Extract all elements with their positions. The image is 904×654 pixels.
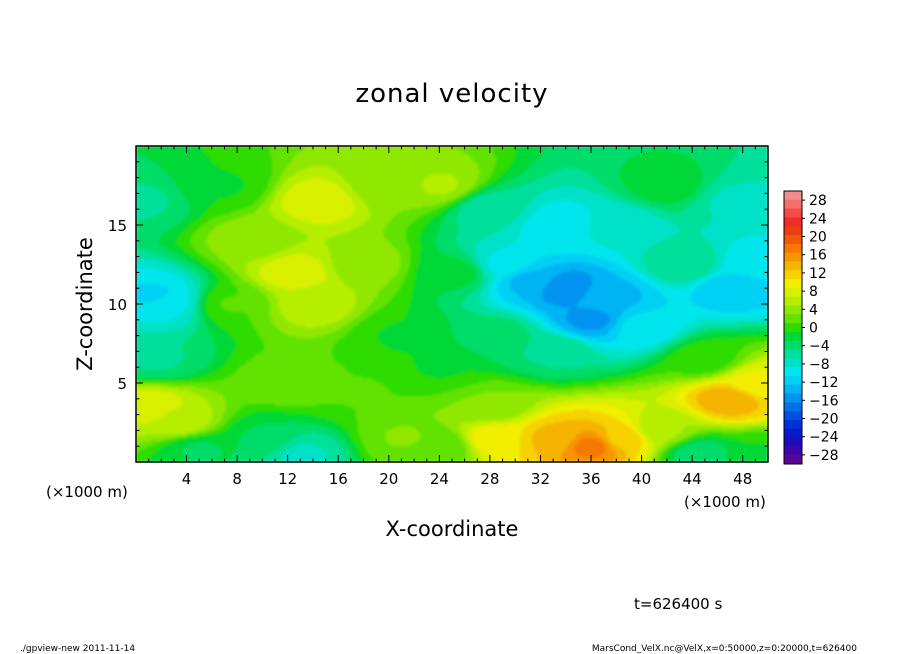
x-unit-left: (×1000 m) (46, 483, 128, 501)
y-tick-labels: 5 10 15 (108, 217, 127, 393)
colorbar-segment (784, 437, 802, 447)
colorbar-label: 16 (809, 248, 827, 264)
x-tick-labels: 4 8 12 16 20 24 28 32 36 40 44 48 (182, 470, 752, 488)
x-tick-label: 16 (329, 470, 348, 488)
colorbar-segment (784, 305, 802, 315)
colorbar-segment (784, 261, 802, 271)
plot-area (135, 145, 769, 463)
colorbar-segment (784, 375, 802, 386)
colorbar-label: 28 (809, 193, 827, 209)
colorbar-segment (784, 199, 802, 210)
x-tick-label: 48 (733, 470, 752, 488)
colorbar-labels: 28 24 20 16 12 8 4 0 −4 −8 −12 −16 −20 −24 −28 (809, 193, 839, 464)
colorbar-segment (784, 191, 802, 201)
colorbar-label: 20 (809, 230, 827, 246)
x-tick-label: 8 (232, 470, 242, 488)
y-axis-label: Z-coordinate (73, 237, 97, 371)
colorbar-segment (784, 323, 802, 333)
colorbar-segment (784, 252, 802, 262)
x-axis-label: X-coordinate (386, 517, 519, 541)
frame-ticks (136, 146, 768, 462)
colorbar-segment (784, 358, 802, 368)
colorbar-segment (784, 287, 802, 298)
colorbar-segment (784, 402, 802, 412)
colorbar-segment (784, 314, 802, 324)
colorbar-label: 12 (809, 266, 827, 282)
y-tick-label: 15 (108, 217, 127, 235)
x-tick-label: 36 (581, 470, 600, 488)
colorbar-label: 4 (809, 302, 818, 318)
colorbar-segment (784, 446, 802, 456)
colorbar-segment (784, 279, 802, 289)
colorbar-segment (784, 270, 802, 280)
colorbar-segment (784, 217, 802, 227)
x-unit-right: (×1000 m) (684, 493, 766, 511)
y-tick-label: 5 (117, 375, 127, 393)
colorbar-segment (784, 384, 802, 394)
colorbar-segment (784, 428, 802, 438)
x-tick-label: 32 (531, 470, 550, 488)
colorbar-label: 24 (809, 211, 827, 227)
colorbar-segment (784, 331, 802, 342)
time-label: t=626400 s (634, 595, 722, 613)
x-tick-label: 44 (683, 470, 702, 488)
colorbar-segment (784, 411, 802, 421)
colorbar-label: −28 (809, 448, 839, 464)
colorbar-segment (784, 226, 802, 236)
colorbar-segment (784, 235, 802, 245)
y-tick-label: 10 (108, 296, 127, 314)
colorbar-segment (784, 367, 802, 377)
x-tick-label: 4 (182, 470, 192, 488)
x-tick-label: 20 (379, 470, 398, 488)
chart-title: zonal velocity (355, 79, 548, 109)
colorbar-segment (784, 340, 802, 350)
colorbar-label: 0 (809, 321, 818, 337)
colorbar-label: −12 (809, 375, 839, 391)
colorbar-label: 8 (809, 284, 818, 300)
x-tick-label: 24 (430, 470, 449, 488)
colorbar-segment (784, 349, 802, 359)
colorbar-label: −8 (809, 357, 830, 373)
velocity-field (136, 146, 768, 462)
colorbar (783, 190, 805, 465)
colorbar-segment (784, 243, 802, 254)
colorbar-label: −4 (809, 339, 830, 355)
colorbar-segment (784, 208, 802, 218)
colorbar-segment (784, 393, 802, 403)
footer-left: ./gpview-new 2011-11-14 (20, 644, 135, 654)
colorbar-segment (784, 296, 802, 306)
colorbar-segment (784, 455, 802, 465)
x-tick-label: 12 (278, 470, 297, 488)
colorbar-label: −16 (809, 393, 839, 409)
x-tick-label: 28 (480, 470, 499, 488)
colorbar-segment (784, 419, 802, 430)
colorbar-label: −24 (809, 430, 839, 446)
footer-right: MarsCond_VelX.nc@VelX,x=0:50000,z=0:2000… (592, 644, 857, 654)
x-tick-label: 40 (632, 470, 651, 488)
colorbar-label: −20 (809, 412, 839, 428)
